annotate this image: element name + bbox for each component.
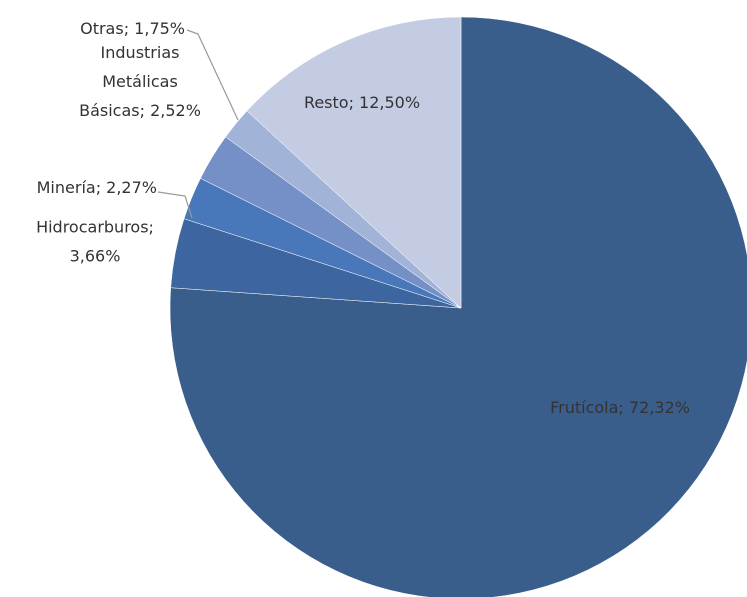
data-label: Resto; 12,50%: [304, 93, 420, 112]
leader-line: [186, 29, 239, 121]
pie-slice: [169, 16, 747, 597]
data-label: Hidrocarburos; 3,66%: [36, 217, 154, 265]
leader-line: [157, 191, 193, 219]
data-label: Minería; 2,27%: [37, 178, 157, 197]
data-label: Industrias Metálicas Básicas; 2,52%: [79, 43, 201, 120]
data-label: Frutícola; 72,32%: [550, 398, 690, 417]
pie: [169, 16, 747, 597]
data-label: Otras; 1,75%: [80, 19, 185, 38]
pie-slice: [246, 16, 462, 309]
